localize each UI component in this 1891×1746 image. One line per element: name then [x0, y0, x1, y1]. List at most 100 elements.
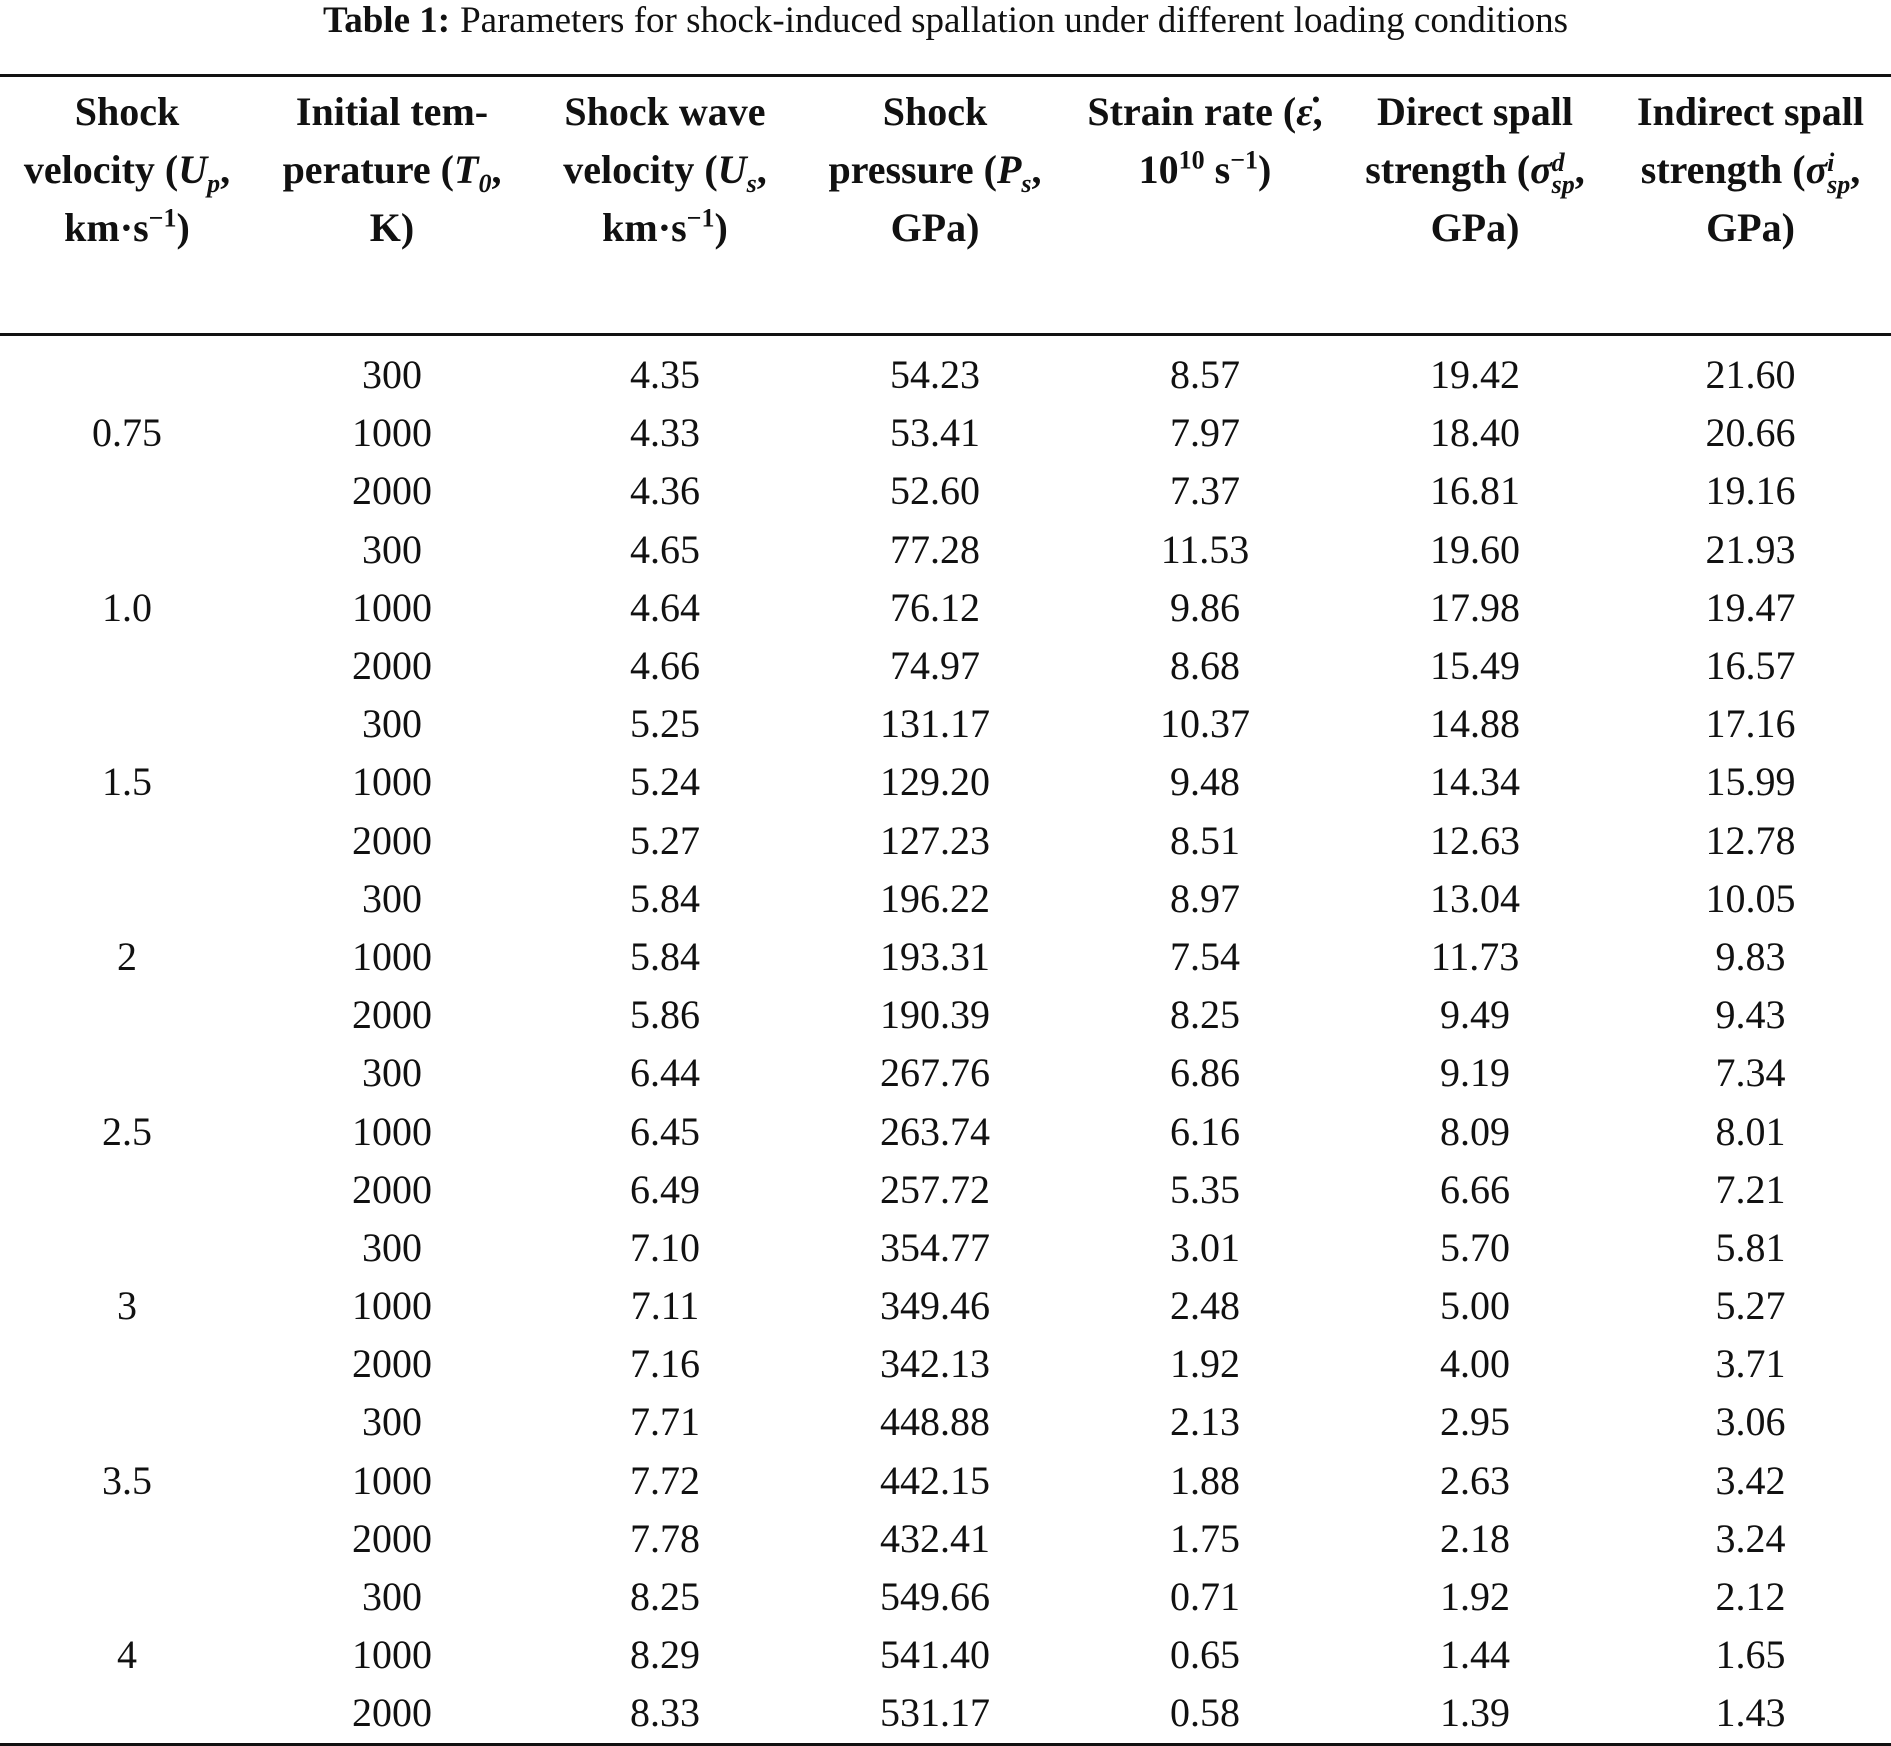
- table-row: 2000 7.16 342.13 1.92 4.00 3.71: [0, 1335, 1891, 1393]
- table-cell: 190.39: [880, 992, 990, 1038]
- table-cell: 7.72: [630, 1457, 700, 1503]
- table-cell: 1000: [352, 1108, 432, 1154]
- table-cell: 131.17: [880, 701, 990, 747]
- table-cell: 19.42: [1430, 352, 1520, 398]
- table-cell: 20.66: [1705, 410, 1796, 456]
- table-cell: 1.43: [1715, 1690, 1786, 1736]
- column-header: Direct spall strength (σd sp, GPa): [1340, 75, 1610, 336]
- table-cell: 5.81: [1715, 1224, 1786, 1270]
- velocity-cell: 0.75: [92, 410, 162, 456]
- header-text: , 10: [1138, 89, 1323, 192]
- table-row: 2000 5.27 127.23 8.51 12.63 12.78: [0, 812, 1891, 870]
- table-row: 1000 7.72 442.15 1.88 2.63 3.42: [0, 1452, 1891, 1510]
- table-cell: 4.66: [630, 643, 700, 689]
- table-cell: 8.97: [1170, 875, 1240, 921]
- table-row: 2 300 5.84 196.22 8.97 13.04 10.05: [0, 870, 1891, 979]
- table-cell: 19.47: [1705, 584, 1796, 630]
- header-text: U: [178, 147, 208, 192]
- table-cell: 4.33: [630, 410, 700, 456]
- table-row: 1000 4.33 53.41 7.97 18.40 20.66: [0, 404, 1891, 462]
- table-cell: 5.70: [1440, 1224, 1510, 1270]
- table-cell: 6.49: [630, 1166, 700, 1212]
- table-cell: 9.86: [1170, 584, 1240, 630]
- table-cell: 52.60: [890, 468, 980, 514]
- table-cell: 5.27: [1715, 1283, 1786, 1329]
- table-cell: 5.84: [630, 875, 700, 921]
- table-cell: 77.28: [890, 526, 980, 572]
- table-cell: 11.53: [1160, 526, 1250, 572]
- table-cell: 4.65: [630, 526, 700, 572]
- table-cell: 7.16: [630, 1341, 700, 1387]
- header-text: , km·s: [602, 147, 767, 250]
- data-table: Shock velocity (Up, km·s−1) Initial tem­p…: [0, 74, 1891, 1746]
- table-cell: 6.45: [630, 1108, 700, 1154]
- table-cell: 300: [362, 352, 422, 398]
- header-text: Shock wave velocity (: [563, 89, 766, 192]
- header-sub: sp: [1827, 169, 1851, 199]
- table-cell: 3.42: [1715, 1457, 1786, 1503]
- table-cell: 8.01: [1715, 1108, 1786, 1154]
- table-cell: 5.35: [1170, 1166, 1240, 1212]
- column-header: Initial tem­perature (T0, K): [254, 75, 530, 336]
- header-text: ε̇: [1296, 89, 1313, 134]
- table-cell: 7.34: [1715, 1050, 1786, 1096]
- table-cell: 8.57: [1170, 352, 1240, 398]
- caption-label: Table 1:: [322, 0, 451, 41]
- table-cell: 127.23: [880, 817, 990, 863]
- velocity-cell: 2: [117, 933, 137, 979]
- header-script: d sp: [1552, 149, 1575, 197]
- table-cell: 7.10: [630, 1224, 700, 1270]
- table-cell: 549.66: [880, 1574, 990, 1620]
- table-cell: 16.57: [1705, 643, 1796, 689]
- table-row: 2000 4.66 74.97 8.68 15.49 16.57: [0, 637, 1891, 695]
- table-cell: 7.97: [1170, 410, 1240, 456]
- table-cell: 2000: [352, 992, 432, 1038]
- table-cell: 300: [362, 1050, 422, 1096]
- table-cell: 3.06: [1715, 1399, 1786, 1445]
- table-cell: 17.16: [1705, 701, 1796, 747]
- table-cell: 21.93: [1705, 526, 1796, 572]
- table-cell: 2000: [352, 643, 432, 689]
- table-cell: 74.97: [890, 643, 980, 689]
- header-text: , GPa): [1430, 147, 1585, 250]
- column-header: Shock wave velocity (Us, km·s−1): [530, 75, 800, 336]
- table-row: 1000 5.84 193.31 7.54 11.73 9.83: [0, 928, 1891, 986]
- table-cell: 300: [362, 701, 422, 747]
- table-cell: 129.20: [880, 759, 990, 805]
- table-cell: 6.16: [1170, 1108, 1240, 1154]
- caption: Table 1: Parameters for shock-induced spa…: [0, 0, 1891, 42]
- table-cell: 15.99: [1705, 759, 1796, 805]
- table-cell: 1000: [352, 410, 432, 456]
- header-text: Shock pressure (: [828, 89, 997, 192]
- header-text: −1: [148, 203, 177, 233]
- table-cell: 8.33: [630, 1690, 700, 1736]
- table-cell: 9.43: [1715, 992, 1786, 1038]
- table-cell: 0.58: [1170, 1690, 1240, 1736]
- velocity-cell: 3.5: [102, 1457, 152, 1503]
- table-cell: 9.49: [1440, 992, 1510, 1038]
- table-cell: 7.71: [630, 1399, 700, 1445]
- table-cell: 5.86: [630, 992, 700, 1038]
- table-cell: 300: [362, 1574, 422, 1620]
- table-cell: 0.71: [1170, 1574, 1240, 1620]
- table-cell: 1.88: [1170, 1457, 1240, 1503]
- header-text: Strain rate (: [1087, 89, 1297, 134]
- velocity-cell: 2.5: [102, 1108, 152, 1154]
- table-cell: 5.27: [630, 817, 700, 863]
- table-cell: 263.74: [880, 1108, 990, 1154]
- header-text: 0: [478, 169, 492, 198]
- table-cell: 8.25: [1170, 992, 1240, 1038]
- header-text: Direct spall strength (: [1365, 89, 1573, 192]
- header-sup: i: [1827, 147, 1835, 177]
- table-cell: 442.15: [880, 1457, 990, 1503]
- table-cell: 1.39: [1440, 1690, 1510, 1736]
- table-cell: 2000: [352, 1515, 432, 1561]
- table-cell: 13.04: [1430, 875, 1520, 921]
- table-cell: 8.51: [1170, 817, 1240, 863]
- table-cell: 1.44: [1440, 1632, 1510, 1678]
- table-cell: 19.60: [1430, 526, 1520, 572]
- table-row: 1.5 300 5.25 131.17 10.37 14.88 17.16: [0, 695, 1891, 804]
- table-cell: 1000: [352, 1457, 432, 1503]
- table-row: 1000 5.24 129.20 9.48 14.34 15.99: [0, 753, 1891, 811]
- table-cell: 2000: [352, 1166, 432, 1212]
